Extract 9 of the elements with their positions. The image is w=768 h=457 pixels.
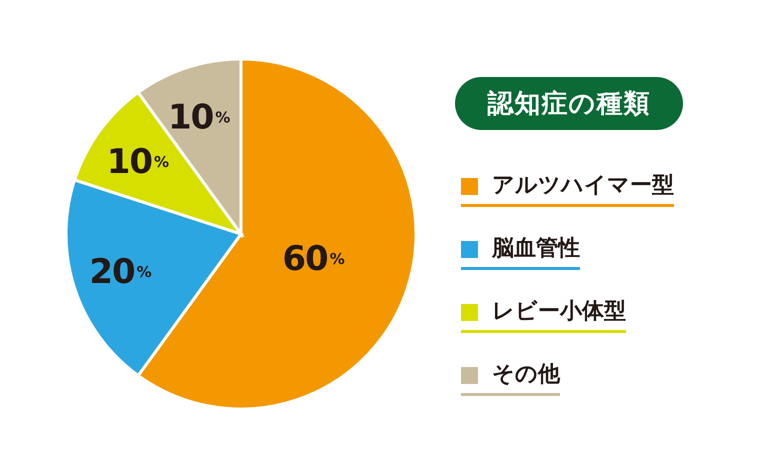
data-label: 60%: [282, 238, 345, 279]
data-label: 10%: [106, 142, 170, 182]
data-label: 10%: [168, 97, 230, 138]
legend-title: 認知症の種類: [488, 88, 650, 121]
legend-label: 脳血管性: [492, 236, 580, 261]
legend-label: レビー小体型: [492, 299, 626, 324]
data-label: 20%: [89, 252, 152, 292]
legend-label: その他: [492, 362, 560, 387]
legend-label: アルツハイマー型: [492, 173, 674, 198]
